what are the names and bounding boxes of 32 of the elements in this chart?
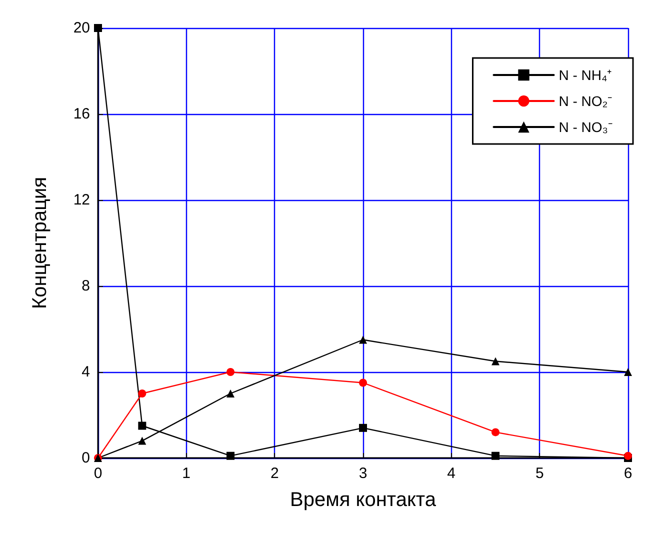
x-tick-label: 0 (94, 465, 102, 482)
point (138, 390, 146, 398)
point (359, 336, 367, 344)
point (492, 357, 500, 366)
y-tick-label: 0 (82, 450, 90, 466)
x-tick-label: 3 (358, 465, 368, 482)
point (492, 452, 500, 460)
legend-label: N - NO₃⁻ (558, 119, 614, 135)
y-tick-label: 20 (73, 20, 90, 36)
point (624, 452, 632, 460)
y-tick-label: 12 (73, 192, 90, 208)
point (138, 422, 146, 430)
y-axis-title: Концентрация (29, 176, 51, 310)
point (226, 452, 234, 460)
point (138, 436, 146, 445)
y-tick-label: 8 (82, 278, 90, 294)
point (226, 390, 234, 398)
point (359, 378, 367, 387)
point (492, 428, 500, 436)
legend-label: N - NH₄⁺ (558, 67, 612, 83)
x-tick-label: 4 (447, 465, 456, 482)
point (359, 424, 367, 432)
point (226, 368, 234, 376)
y-tick-label: 16 (73, 106, 90, 122)
point (624, 368, 632, 376)
x-tick-label: 2 (270, 465, 279, 482)
x-tick-label: 6 (624, 465, 632, 482)
x-tick-label: 5 (535, 465, 544, 482)
x-axis-title: Время контакта (290, 489, 437, 511)
x-tick-label: 1 (182, 465, 191, 482)
legend-label: N - NO₂⁻ (558, 93, 613, 109)
y-tick-label: 4 (82, 364, 90, 380)
